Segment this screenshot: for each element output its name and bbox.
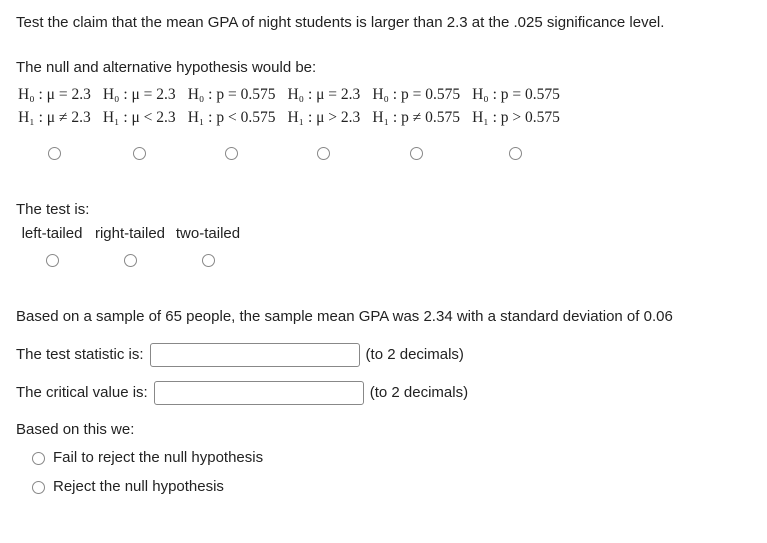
hypothesis-options: H₀ : μ = 2.3 H₁ : μ ≠ 2.3 H₀ : μ = 2.3 H…	[16, 83, 751, 165]
hypothesis-prompt: The null and alternative hypothesis woul…	[16, 57, 751, 80]
hyp-h0: H₀ : μ = 2.3	[285, 83, 362, 106]
hyp-radio-3[interactable]	[225, 147, 238, 160]
tail-option-two: two-tailed	[172, 223, 244, 272]
conclusion-label-reject: Reject the null hypothesis	[53, 476, 224, 499]
test-stat-label: The test statistic is:	[16, 344, 144, 367]
critical-value-input[interactable]	[154, 381, 364, 405]
hyp-h1: H₁ : μ < 2.3	[101, 106, 178, 129]
tail-label: two-tailed	[176, 223, 240, 246]
hyp-option-4: H₀ : μ = 2.3 H₁ : μ > 2.3	[285, 83, 362, 165]
tail-option-right: right-tailed	[94, 223, 166, 272]
hyp-h0: H₀ : p = 0.575	[470, 83, 562, 106]
conclusion-radio-fail[interactable]	[32, 452, 45, 465]
hyp-option-6: H₀ : p = 0.575 H₁ : p > 0.575	[470, 83, 562, 165]
hyp-h1: H₁ : μ > 2.3	[285, 106, 362, 129]
sample-info: Based on a sample of 65 people, the samp…	[16, 306, 751, 329]
tail-option-left: left-tailed	[16, 223, 88, 272]
tail-label: left-tailed	[22, 223, 83, 246]
tail-radio-two[interactable]	[202, 254, 215, 267]
critical-value-label: The critical value is:	[16, 382, 148, 405]
conclusion-radio-reject[interactable]	[32, 481, 45, 494]
hyp-option-1: H₀ : μ = 2.3 H₁ : μ ≠ 2.3	[16, 83, 93, 165]
hyp-radio-1[interactable]	[48, 147, 61, 160]
decimals-note: (to 2 decimals)	[370, 382, 468, 405]
hyp-h0: H₀ : μ = 2.3	[101, 83, 178, 106]
tail-prompt: The test is:	[16, 199, 751, 222]
hyp-h1: H₁ : p > 0.575	[470, 106, 562, 129]
hyp-radio-2[interactable]	[133, 147, 146, 160]
hyp-h1: H₁ : μ ≠ 2.3	[16, 106, 93, 129]
conclusion-prompt: Based on this we:	[16, 419, 751, 442]
tail-label: right-tailed	[95, 223, 165, 246]
tail-radio-right[interactable]	[124, 254, 137, 267]
hyp-option-2: H₀ : μ = 2.3 H₁ : μ < 2.3	[101, 83, 178, 165]
hyp-h0: H₀ : p = 0.575	[186, 83, 278, 106]
hyp-h0: H₀ : p = 0.575	[370, 83, 462, 106]
question-claim: Test the claim that the mean GPA of nigh…	[16, 12, 751, 35]
conclusion-label-fail: Fail to reject the null hypothesis	[53, 447, 263, 470]
hyp-radio-4[interactable]	[317, 147, 330, 160]
hyp-h1: H₁ : p ≠ 0.575	[370, 106, 462, 129]
hyp-h1: H₁ : p < 0.575	[186, 106, 278, 129]
hyp-radio-6[interactable]	[509, 147, 522, 160]
decimals-note: (to 2 decimals)	[366, 344, 464, 367]
hyp-radio-5[interactable]	[410, 147, 423, 160]
test-stat-input[interactable]	[150, 343, 360, 367]
tail-radio-left[interactable]	[46, 254, 59, 267]
hyp-option-3: H₀ : p = 0.575 H₁ : p < 0.575	[186, 83, 278, 165]
hyp-option-5: H₀ : p = 0.575 H₁ : p ≠ 0.575	[370, 83, 462, 165]
hyp-h0: H₀ : μ = 2.3	[16, 83, 93, 106]
tail-options: left-tailed right-tailed two-tailed	[16, 223, 751, 272]
